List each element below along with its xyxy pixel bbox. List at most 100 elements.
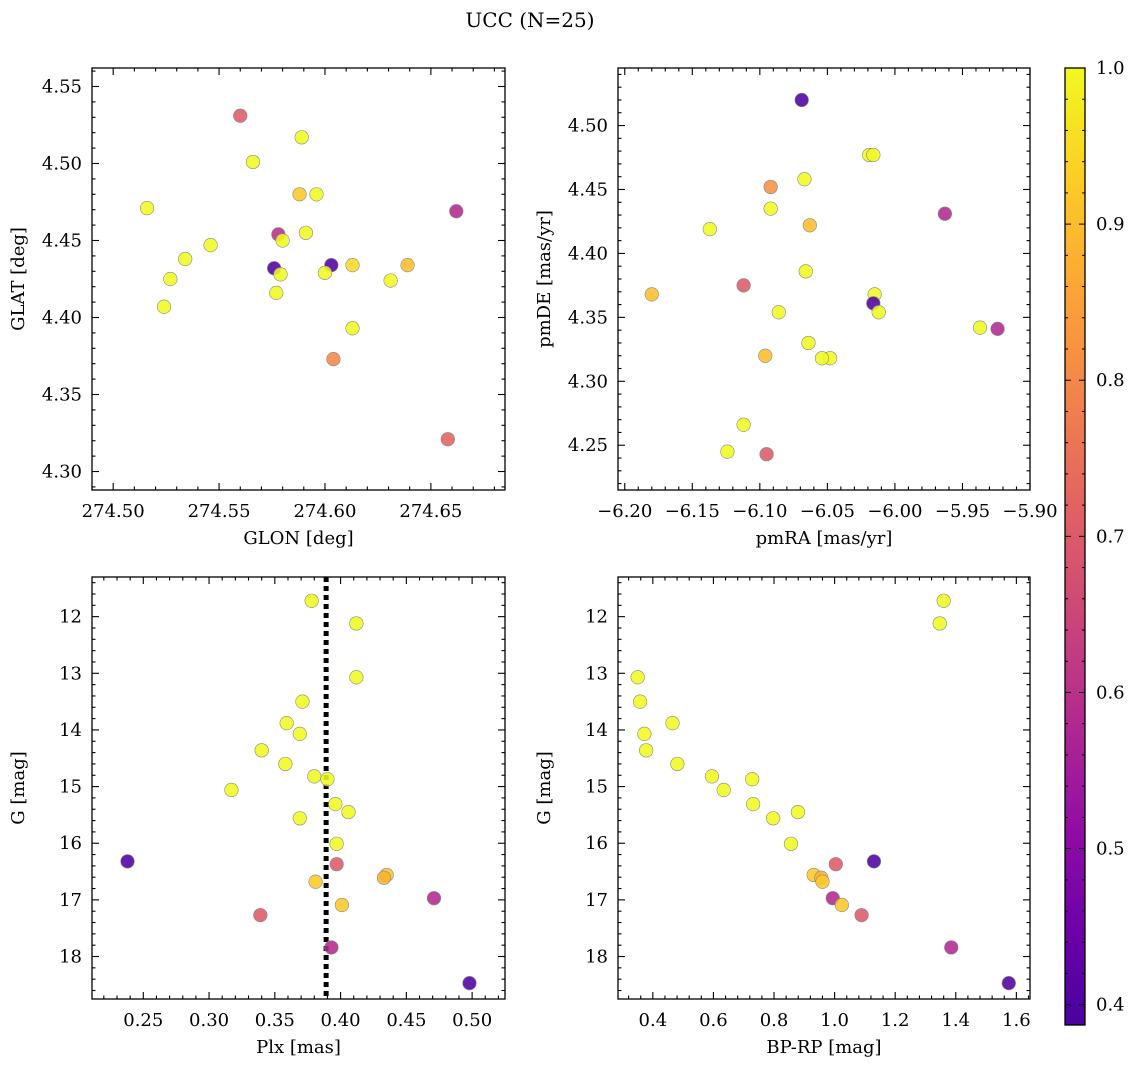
panels: 274.50 274.55 274.60 274.65 4.30 4.35 4.40 4.45… [8, 67, 1058, 1058]
data-point [233, 108, 248, 123]
data-point [292, 811, 307, 826]
data-point [376, 870, 392, 885]
x-tick-label: 0.45 [386, 1010, 426, 1031]
data-point [462, 976, 477, 991]
x-tick-label: −6.05 [800, 501, 855, 522]
y-axis-label: GLAT [deg] [8, 227, 29, 331]
y-tick-label: 4.30 [568, 371, 608, 392]
data-point [383, 273, 398, 288]
data-point [295, 694, 310, 709]
y-tick-label: 4.35 [568, 307, 608, 328]
x-tick-label: 1.6 [1002, 1010, 1031, 1031]
data-point [163, 271, 178, 287]
y-tick-label: 4.40 [42, 308, 82, 329]
x-tick-label: 274.65 [399, 501, 462, 522]
data-point [278, 756, 293, 772]
data-point [309, 187, 324, 202]
data-point [720, 444, 735, 459]
data-point [349, 670, 364, 685]
colorbar-tick-label: 0.7 [1096, 526, 1125, 547]
x-tick-label: 0.8 [760, 1010, 789, 1031]
data-point [736, 417, 751, 432]
data-point [440, 432, 455, 447]
data-point [797, 172, 812, 187]
colorbar-tick-label: 0.6 [1096, 682, 1125, 703]
x-tick-label: 1.0 [820, 1010, 849, 1031]
ticks [618, 68, 1031, 490]
data-point [972, 320, 988, 335]
data-point [273, 267, 288, 282]
x-tick-label: 0.30 [189, 1010, 229, 1031]
y-tick-label: 12 [59, 607, 82, 628]
x-tick-label: 0.35 [255, 1010, 295, 1031]
data-point [828, 857, 843, 872]
data-point [324, 940, 339, 955]
y-tick-label: 4.50 [568, 116, 608, 137]
figure-title: UCC (N=25) [465, 8, 594, 32]
colorbar-tick-label: 0.8 [1096, 370, 1125, 391]
x-tick-label: 0.25 [123, 1010, 163, 1031]
data-point [704, 769, 720, 784]
y-tick-label: 17 [59, 890, 82, 911]
y-tick-label: 4.45 [42, 230, 82, 251]
y-tick-label: 4.50 [42, 153, 82, 174]
data-point [320, 772, 335, 787]
panel-glon-glat: 274.50 274.55 274.60 274.65 4.30 4.35 4.40 4.45… [8, 67, 506, 549]
x-tick-label: 274.60 [293, 501, 356, 522]
data-point [783, 836, 799, 851]
data-point [156, 299, 172, 314]
axes-frame [91, 67, 506, 491]
data-point [245, 154, 261, 170]
y-tick-label: 16 [585, 833, 608, 854]
x-tick-label: −5.95 [935, 501, 990, 522]
data-point [269, 285, 284, 300]
data-point [771, 305, 786, 320]
data-point [716, 782, 731, 798]
data-point [329, 836, 344, 851]
data-point [763, 179, 778, 195]
x-tick-label: 274.50 [82, 501, 145, 522]
x-tick-label: −5.90 [1002, 501, 1057, 522]
data-point [736, 278, 751, 293]
y-axis-label: G [mag] [534, 751, 555, 824]
y-tick-label: 4.55 [42, 76, 82, 97]
data-point [866, 854, 882, 869]
x-tick-label: 274.55 [188, 501, 251, 522]
panel-plx-g: 0.25 0.30 0.35 0.40 0.45 0.50 12 13 14 15 16 17 18 Pl… [8, 576, 506, 1058]
data-point [254, 743, 269, 758]
colorbar-tick-label: 1.0 [1096, 58, 1125, 79]
data-point [308, 874, 323, 889]
data-point [298, 225, 314, 240]
data-point [670, 756, 685, 772]
y-tick-label: 17 [585, 890, 608, 911]
y-tick-label: 14 [585, 720, 608, 741]
data-point [644, 287, 659, 302]
data-point [746, 797, 761, 812]
data-point [854, 908, 869, 923]
data-point [798, 264, 813, 279]
ticks [618, 577, 1030, 999]
data-point [790, 804, 806, 820]
data-point [815, 874, 830, 889]
x-tick-label: −6.20 [597, 501, 652, 522]
data-point [814, 351, 830, 366]
data-point [834, 897, 849, 913]
data-point [766, 811, 781, 826]
y-tick-label: 16 [59, 833, 82, 854]
y-tick-label: 15 [59, 777, 82, 798]
data-point [630, 670, 645, 685]
colorbar: 0.4 0.5 0.6 0.7 0.8 0.9 1.0 [1064, 58, 1125, 1026]
data-point [349, 616, 364, 631]
axes-frame [91, 576, 506, 1000]
x-tick-label: −6.00 [867, 501, 922, 522]
x-axis-label: BP-RP [mag] [766, 1037, 881, 1058]
data-point [665, 716, 680, 731]
y-tick-label: 18 [59, 947, 82, 968]
data-point [275, 233, 290, 248]
data-point [334, 897, 350, 913]
data-point [139, 201, 155, 216]
x-axis-label: Plx [mas] [256, 1037, 341, 1058]
ticks [91, 68, 505, 490]
data-point [639, 743, 654, 758]
y-tick-label: 4.30 [42, 462, 82, 483]
